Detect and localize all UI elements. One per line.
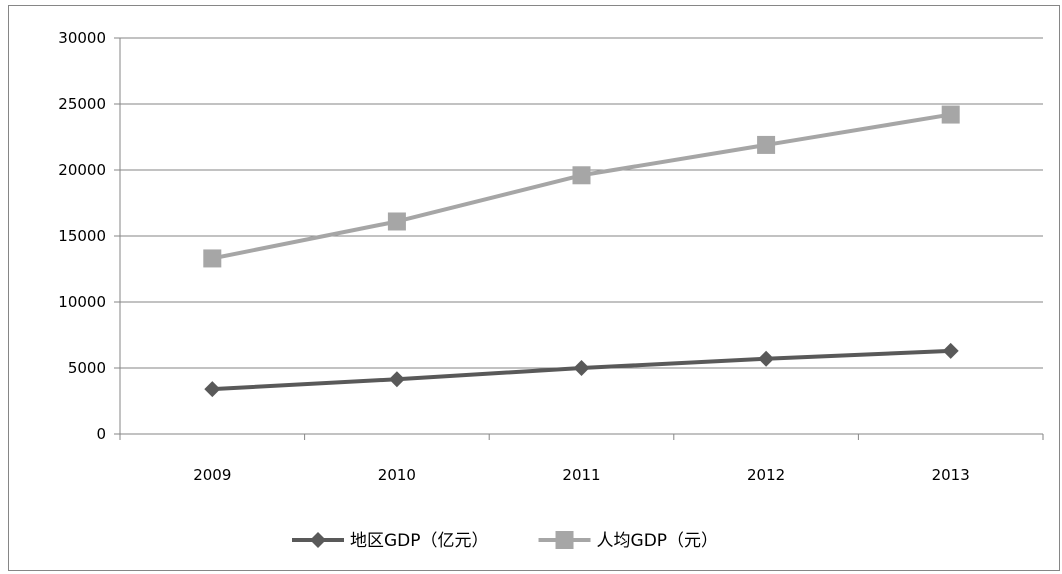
legend-marker-1 — [555, 531, 574, 549]
data-point-1-2009 — [203, 249, 222, 268]
y-tick-label: 15000 — [58, 227, 106, 245]
data-series — [203, 105, 960, 398]
y-tick-label: 10000 — [58, 293, 106, 311]
y-tick-label: 20000 — [58, 161, 106, 179]
data-point-1-2010 — [387, 212, 406, 231]
data-point-1-2013 — [941, 105, 960, 124]
x-tick-label-2011: 2011 — [562, 466, 600, 484]
legend-item-1: 人均GDP（元） — [538, 531, 719, 551]
legend-label-0: 地区GDP（亿元） — [350, 531, 489, 551]
data-point-0-2009 — [204, 381, 221, 398]
legend-marker-0 — [310, 532, 326, 548]
data-point-0-2012 — [758, 350, 775, 367]
legend: 地区GDP（亿元） 人均GDP（元） — [292, 531, 718, 551]
gridlines — [120, 37, 1043, 369]
y-tick-label: 30000 — [58, 29, 106, 47]
data-point-1-2012 — [757, 135, 776, 154]
data-point-0-2013 — [942, 342, 959, 359]
y-tick-label: 5000 — [68, 359, 106, 377]
series-line-1 — [211, 112, 952, 261]
x-tick-label-2009: 2009 — [193, 466, 231, 484]
y-tick-label: 25000 — [58, 95, 106, 113]
legend-item-0: 地区GDP（亿元） — [292, 531, 489, 551]
data-point-0-2011 — [573, 360, 590, 376]
x-tick-label-2010: 2010 — [378, 466, 416, 484]
x-tick-label-2012: 2012 — [747, 466, 785, 484]
series-0 — [204, 342, 959, 398]
x-tick-label-2013: 2013 — [932, 466, 970, 484]
legend-label-1: 人均GDP（元） — [597, 531, 719, 551]
series-1 — [203, 105, 960, 268]
data-point-0-2010 — [388, 371, 405, 388]
y-tick-label: 0 — [96, 425, 106, 443]
axes: 0 5000 10000 15000 20000 25000 30000 2009 2010 20… — [58, 29, 1044, 484]
chart-frame — [8, 5, 1060, 571]
data-point-1-2011 — [572, 166, 591, 185]
